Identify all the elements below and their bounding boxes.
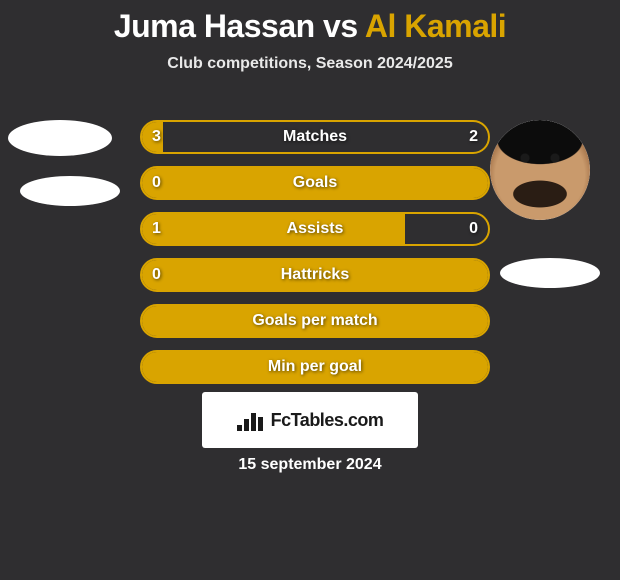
stat-value-left: 3: [152, 120, 161, 154]
subtitle: Club competitions, Season 2024/2025: [0, 55, 620, 73]
stat-label: Min per goal: [140, 350, 490, 384]
stat-row: Assists1 0: [140, 212, 490, 246]
stat-row: Hattricks0: [140, 258, 490, 292]
fctables-logo-icon: [237, 409, 265, 431]
title-player1: Juma Hassan: [114, 8, 315, 44]
stat-row: Min per goal: [140, 350, 490, 384]
stat-value-right: 2: [469, 120, 478, 154]
stat-label: Assists: [140, 212, 490, 246]
stat-label: Goals per match: [140, 304, 490, 338]
stat-row: Goals0: [140, 166, 490, 200]
stat-row: Goals per match: [140, 304, 490, 338]
stat-value-left: 0: [152, 166, 161, 200]
avatar-left-ellipse-2: [20, 176, 120, 206]
stat-label: Hattricks: [140, 258, 490, 292]
comparison-title: Juma Hassan vs Al Kamali: [0, 0, 620, 45]
stat-value-left: 1: [152, 212, 161, 246]
stat-row: Matches3 2: [140, 120, 490, 154]
stat-value-right: 0: [469, 212, 478, 246]
stats-bars: Matches32Goals0Assists10Hattricks0Goals …: [140, 120, 490, 396]
title-player2: Al Kamali: [365, 8, 506, 44]
title-vs: vs: [323, 8, 358, 44]
date-label: 15 september 2024: [0, 456, 620, 474]
avatar-right: [490, 120, 590, 220]
stat-value-left: 0: [152, 258, 161, 292]
stat-label: Matches: [140, 120, 490, 154]
avatar-left-ellipse: [8, 120, 112, 156]
branding-box: FcTables.com: [202, 392, 418, 448]
branding-text: FcTables.com: [271, 410, 384, 431]
stat-label: Goals: [140, 166, 490, 200]
avatar-right-image: [490, 120, 590, 220]
avatar-right-ellipse-2: [500, 258, 600, 288]
